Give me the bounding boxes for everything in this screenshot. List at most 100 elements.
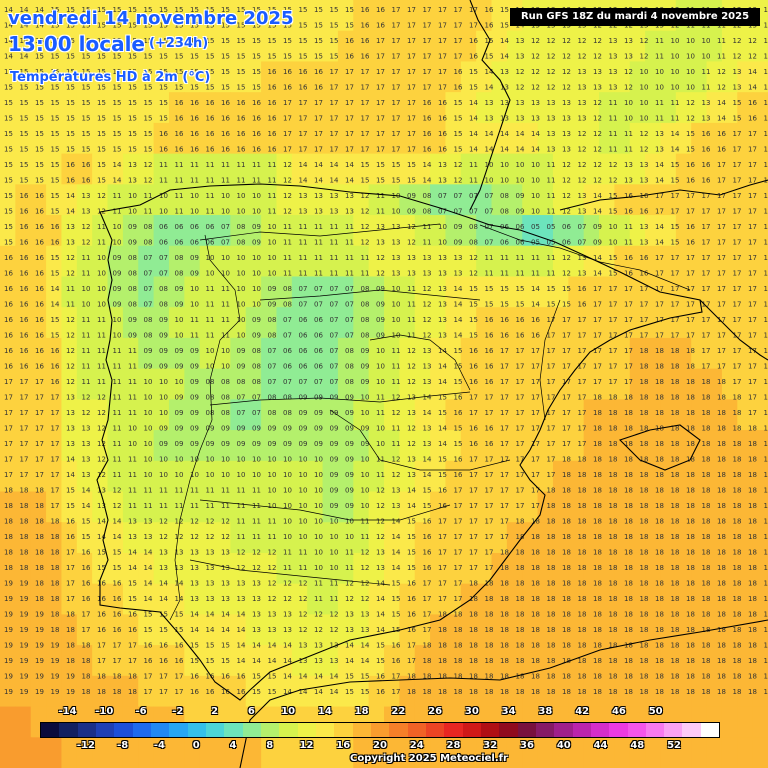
grid-temperature-value: 17 xyxy=(717,301,726,309)
grid-temperature-value: 17 xyxy=(330,99,339,107)
grid-temperature-value: 17 xyxy=(764,409,768,417)
field-cell xyxy=(414,245,431,278)
field-cell xyxy=(599,153,615,185)
field-cell xyxy=(107,61,124,93)
grid-temperature-value: 15 xyxy=(423,502,432,510)
grid-temperature-value: 13 xyxy=(82,440,91,448)
grid-temperature-value: 18 xyxy=(51,533,60,541)
legend-tick-label: 16 xyxy=(336,740,351,751)
grid-temperature-value: 17 xyxy=(35,456,44,464)
grid-temperature-value: 16 xyxy=(82,161,91,169)
field-cell xyxy=(261,61,278,93)
grid-temperature-value: 12 xyxy=(407,239,416,247)
grid-temperature-value: 14 xyxy=(531,130,540,138)
grid-temperature-value: 12 xyxy=(283,192,292,200)
field-cell xyxy=(291,184,308,216)
field-cell xyxy=(353,61,370,93)
grid-temperature-value: 18 xyxy=(655,347,664,355)
grid-temperature-value: 15 xyxy=(97,130,106,138)
grid-temperature-value: 17 xyxy=(671,208,680,216)
grid-temperature-value: 17 xyxy=(748,316,757,324)
grid-temperature-value: 09 xyxy=(376,285,385,293)
grid-temperature-value: 12 xyxy=(578,37,587,45)
grid-temperature-value: 15 xyxy=(562,285,571,293)
grid-temperature-value: 17 xyxy=(593,285,602,293)
grid-temperature-value: 17 xyxy=(640,332,649,340)
grid-temperature-value: 16 xyxy=(237,130,246,138)
grid-temperature-value: 16 xyxy=(423,518,432,526)
grid-temperature-value: 10 xyxy=(128,440,137,448)
grid-temperature-value: 16 xyxy=(66,533,75,541)
field-cell xyxy=(506,215,523,247)
grid-temperature-value: 15 xyxy=(361,688,370,696)
field-cell xyxy=(752,61,768,93)
grid-temperature-value: 11 xyxy=(314,223,323,231)
field-cell xyxy=(506,30,523,63)
grid-temperature-value: 17 xyxy=(454,53,463,61)
legend-tick-label: 44 xyxy=(593,740,608,751)
grid-temperature-value: 18 xyxy=(609,518,618,526)
field-cell xyxy=(491,184,508,216)
grid-temperature-value: 16 xyxy=(159,130,168,138)
grid-temperature-value: 14 xyxy=(66,208,75,216)
field-cell xyxy=(261,184,278,216)
grid-temperature-value: 10 xyxy=(206,471,215,479)
grid-temperature-value: 08 xyxy=(175,254,184,262)
field-cell xyxy=(215,92,231,124)
grid-temperature-value: 07 xyxy=(299,285,308,293)
field-cell xyxy=(491,30,508,63)
grid-temperature-value: 18 xyxy=(733,642,742,650)
grid-temperature-value: 12 xyxy=(392,471,401,479)
grid-temperature-value: 10 xyxy=(283,471,292,479)
grid-temperature-value: 18 xyxy=(686,518,695,526)
grid-temperature-value: 16 xyxy=(392,657,401,665)
grid-temperature-value: 11 xyxy=(609,146,618,154)
grid-temperature-value: 18 xyxy=(640,580,649,588)
grid-temperature-value: 17 xyxy=(407,53,416,61)
grid-temperature-value: 13 xyxy=(423,270,432,278)
grid-temperature-value: 17 xyxy=(376,84,385,92)
field-cell xyxy=(752,184,768,216)
grid-temperature-value: 16 xyxy=(20,316,29,324)
grid-temperature-value: 18 xyxy=(531,688,540,696)
grid-temperature-value: 07 xyxy=(330,347,339,355)
grid-temperature-value: 16 xyxy=(516,316,525,324)
grid-temperature-value: 10 xyxy=(299,456,308,464)
grid-temperature-value: 13 xyxy=(438,177,447,185)
grid-temperature-value: 16 xyxy=(454,471,463,479)
grid-temperature-value: 19 xyxy=(35,657,44,665)
grid-temperature-value: 19 xyxy=(4,580,13,588)
field-cell xyxy=(15,61,32,93)
grid-temperature-value: 11 xyxy=(376,208,385,216)
grid-temperature-value: 11 xyxy=(128,487,137,495)
grid-temperature-value: 17 xyxy=(733,363,742,371)
grid-temperature-value: 15 xyxy=(299,53,308,61)
grid-temperature-value: 14 xyxy=(113,518,122,526)
grid-temperature-value: 16 xyxy=(361,37,370,45)
field-cell xyxy=(706,30,723,63)
grid-temperature-value: 12 xyxy=(190,533,199,541)
grid-temperature-value: 14 xyxy=(655,177,664,185)
legend-tick-label: 28 xyxy=(446,740,461,751)
grid-temperature-value: 17 xyxy=(500,518,509,526)
field-cell xyxy=(107,153,124,185)
field-cell xyxy=(629,30,646,63)
grid-temperature-value: 18 xyxy=(702,487,711,495)
grid-temperature-value: 11 xyxy=(469,177,478,185)
field-cell xyxy=(691,61,708,93)
grid-temperature-value: 17 xyxy=(144,673,153,681)
grid-temperature-value: 11 xyxy=(531,270,540,278)
grid-temperature-value: 17 xyxy=(392,84,401,92)
field-cell xyxy=(0,30,16,63)
grid-temperature-value: 13 xyxy=(764,53,768,61)
grid-temperature-value: 07 xyxy=(330,378,339,386)
grid-temperature-value: 12 xyxy=(531,84,540,92)
grid-temperature-value: 18 xyxy=(655,549,664,557)
field-cell xyxy=(737,737,754,768)
grid-temperature-value: 11 xyxy=(237,177,246,185)
grid-temperature-value: 11 xyxy=(268,161,277,169)
grid-temperature-value: 11 xyxy=(66,285,75,293)
grid-temperature-value: 18 xyxy=(671,580,680,588)
grid-temperature-value: 10 xyxy=(640,68,649,76)
field-cell xyxy=(30,153,47,185)
